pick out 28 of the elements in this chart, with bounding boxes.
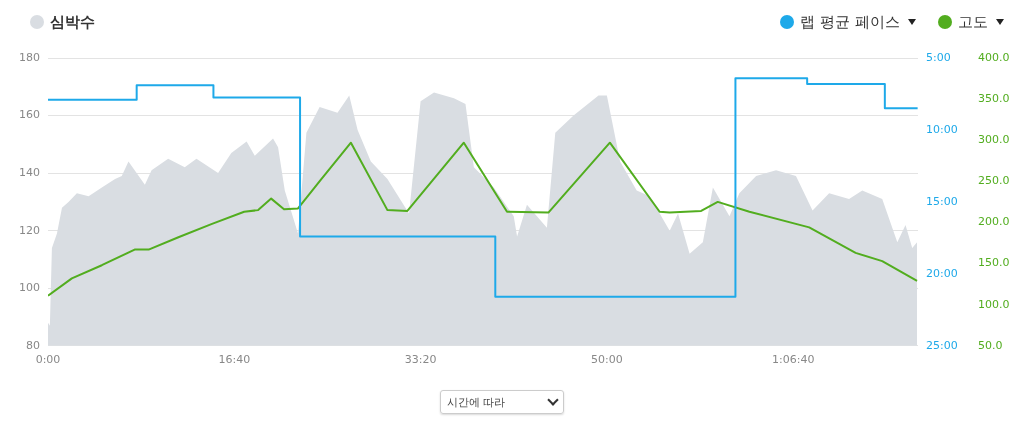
y3-tick-label: 350.0 (978, 91, 1010, 105)
y3-tick-label: 150.0 (978, 256, 1010, 270)
y2-tick-label: 20:00 (926, 266, 958, 280)
x-tick-label: 16:40 (218, 353, 251, 367)
y-tick-label: 140 (19, 165, 40, 179)
y3-tick-label: 250.0 (978, 174, 1010, 188)
legend-label: 고도 (958, 12, 988, 32)
x-tick-label: 33:20 (404, 353, 437, 367)
y-tick-label: 80 (26, 338, 40, 352)
y3-tick-label: 200.0 (978, 215, 1010, 229)
y2-tick-label: 5:00 (926, 50, 951, 64)
text: 시간에 따라 (447, 394, 506, 410)
x-tick-label: 50:00 (591, 353, 623, 367)
y2-tick-label: 25:00 (926, 338, 958, 352)
y-tick-label: 180 (19, 50, 40, 64)
legend-label: 랩 평균 페이스 (800, 12, 900, 32)
y3-tick-label: 300.0 (978, 133, 1010, 147)
legend-label: 심박수 (50, 12, 95, 32)
y-tick-label: 160 (19, 108, 40, 122)
y3-tick-label: 400.0 (978, 50, 1010, 64)
y-tick-label: 100 (19, 281, 40, 295)
x-tick-label: 0:00 (35, 353, 61, 367)
y2-tick-label: 10:00 (926, 122, 958, 136)
y-tick-label: 120 (19, 223, 40, 237)
y2-tick-label: 15:00 (926, 194, 958, 208)
y3-tick-label: 50.0 (978, 338, 1003, 352)
y3-tick-label: 100.0 (978, 297, 1010, 311)
x-tick-label: 1:06:40 (771, 353, 815, 367)
